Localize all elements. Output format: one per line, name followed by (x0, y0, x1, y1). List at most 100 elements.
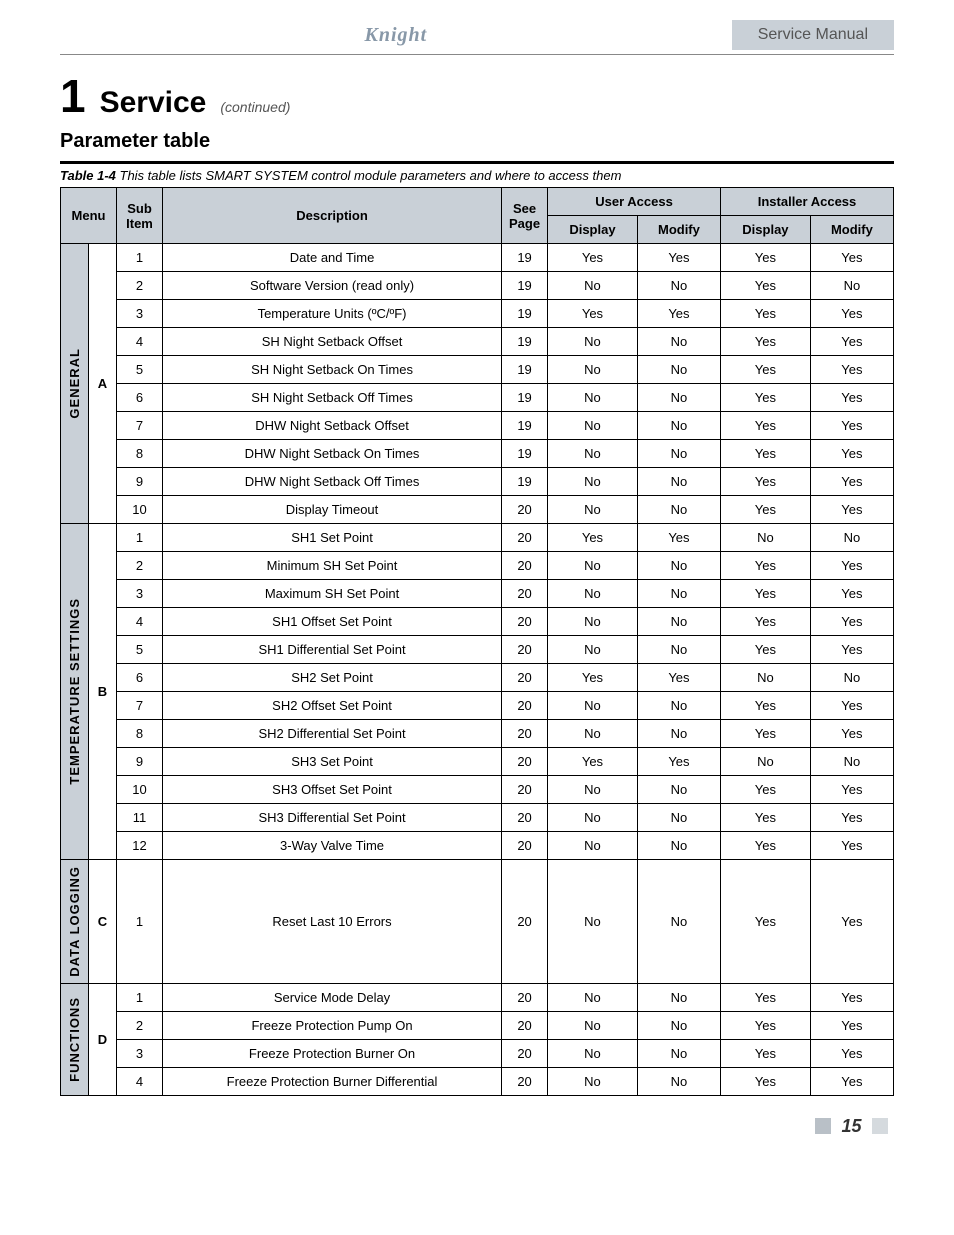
cell-description: Freeze Protection Burner On (163, 1039, 502, 1067)
table-caption: Table 1-4 This table lists SMART SYSTEM … (60, 161, 894, 183)
cell-installer-display: Yes (721, 804, 811, 832)
cell-user-modify: No (637, 468, 720, 496)
cell-user-display: No (548, 608, 638, 636)
page-header: Knight Service Manual (60, 20, 894, 55)
cell-see-page: 20 (502, 983, 548, 1011)
cell-installer-modify: Yes (810, 1067, 893, 1095)
cell-installer-display: Yes (721, 272, 811, 300)
table-row: TEMPERATURE SETTINGSB1SH1 Set Point20Yes… (61, 524, 894, 552)
cell-user-display: No (548, 552, 638, 580)
cell-description: Freeze Protection Burner Differential (163, 1067, 502, 1095)
cell-user-display: No (548, 328, 638, 356)
cell-user-display: No (548, 1039, 638, 1067)
table-row: 9SH3 Set Point20YesYesNoNo (61, 748, 894, 776)
cell-user-display: No (548, 804, 638, 832)
cell-user-modify: No (637, 860, 720, 984)
table-row: 4SH Night Setback Offset19NoNoYesYes (61, 328, 894, 356)
cell-see-page: 20 (502, 860, 548, 984)
cell-user-display: No (548, 1067, 638, 1095)
cell-installer-modify: Yes (810, 496, 893, 524)
cell-sub-item: 9 (117, 468, 163, 496)
parameter-table-heading: Parameter table (60, 130, 894, 153)
cell-see-page: 20 (502, 496, 548, 524)
cell-user-display: No (548, 496, 638, 524)
cell-user-display: Yes (548, 300, 638, 328)
footer-square-icon (815, 1118, 831, 1134)
cell-sub-item: 10 (117, 496, 163, 524)
cell-installer-display: Yes (721, 776, 811, 804)
table-row: 5SH1 Differential Set Point20NoNoYesYes (61, 636, 894, 664)
col-sub-item: Sub Item (117, 188, 163, 244)
cell-user-modify: No (637, 496, 720, 524)
cell-sub-item: 7 (117, 412, 163, 440)
cell-installer-modify: Yes (810, 1011, 893, 1039)
section-number: 1 (60, 73, 86, 119)
cell-sub-item: 1 (117, 244, 163, 272)
cell-user-display: Yes (548, 244, 638, 272)
menu-group-label: DATA LOGGING (61, 860, 89, 984)
cell-see-page: 20 (502, 832, 548, 860)
cell-user-display: No (548, 1011, 638, 1039)
cell-installer-modify: Yes (810, 384, 893, 412)
cell-see-page: 20 (502, 776, 548, 804)
cell-user-modify: No (637, 1067, 720, 1095)
cell-user-modify: No (637, 776, 720, 804)
cell-user-modify: Yes (637, 664, 720, 692)
menu-group-label: FUNCTIONS (61, 983, 89, 1095)
cell-sub-item: 2 (117, 1011, 163, 1039)
cell-user-display: No (548, 860, 638, 984)
cell-description: Reset Last 10 Errors (163, 860, 502, 984)
cell-user-display: No (548, 776, 638, 804)
cell-user-display: No (548, 692, 638, 720)
cell-description: SH1 Set Point (163, 524, 502, 552)
cell-installer-modify: No (810, 664, 893, 692)
cell-installer-display: Yes (721, 244, 811, 272)
cell-sub-item: 4 (117, 608, 163, 636)
cell-description: Service Mode Delay (163, 983, 502, 1011)
table-row: 4Freeze Protection Burner Differential20… (61, 1067, 894, 1095)
cell-installer-modify: No (810, 272, 893, 300)
cell-installer-modify: Yes (810, 776, 893, 804)
col-user-access: User Access (548, 188, 721, 216)
col-installer-display: Display (721, 216, 811, 244)
cell-user-modify: No (637, 580, 720, 608)
cell-installer-modify: Yes (810, 552, 893, 580)
cell-sub-item: 1 (117, 524, 163, 552)
cell-see-page: 20 (502, 1067, 548, 1095)
cell-description: SH3 Differential Set Point (163, 804, 502, 832)
cell-user-display: No (548, 832, 638, 860)
table-row: 10Display Timeout20NoNoYesYes (61, 496, 894, 524)
menu-group-letter: C (89, 860, 117, 984)
cell-installer-modify: Yes (810, 860, 893, 984)
cell-user-modify: No (637, 356, 720, 384)
cell-installer-modify: Yes (810, 1039, 893, 1067)
cell-installer-modify: No (810, 524, 893, 552)
cell-sub-item: 5 (117, 356, 163, 384)
cell-description: SH Night Setback Off Times (163, 384, 502, 412)
table-row: 6SH Night Setback Off Times19NoNoYesYes (61, 384, 894, 412)
cell-see-page: 20 (502, 524, 548, 552)
cell-installer-display: Yes (721, 720, 811, 748)
cell-installer-modify: Yes (810, 983, 893, 1011)
cell-sub-item: 9 (117, 748, 163, 776)
cell-description: Display Timeout (163, 496, 502, 524)
footer-square-icon (872, 1118, 888, 1134)
cell-description: Freeze Protection Pump On (163, 1011, 502, 1039)
cell-installer-modify: Yes (810, 580, 893, 608)
cell-see-page: 19 (502, 384, 548, 412)
cell-see-page: 20 (502, 1011, 548, 1039)
menu-group-letter: B (89, 524, 117, 860)
table-row: 2Freeze Protection Pump On20NoNoYesYes (61, 1011, 894, 1039)
cell-installer-display: Yes (721, 692, 811, 720)
cell-user-modify: No (637, 1039, 720, 1067)
manual-label: Service Manual (732, 20, 894, 50)
cell-installer-modify: Yes (810, 300, 893, 328)
table-row: 6SH2 Set Point20YesYesNoNo (61, 664, 894, 692)
cell-see-page: 19 (502, 272, 548, 300)
cell-user-modify: Yes (637, 300, 720, 328)
cell-installer-display: No (721, 664, 811, 692)
cell-user-display: No (548, 412, 638, 440)
cell-user-modify: No (637, 720, 720, 748)
menu-group-label: GENERAL (61, 244, 89, 524)
cell-see-page: 20 (502, 636, 548, 664)
